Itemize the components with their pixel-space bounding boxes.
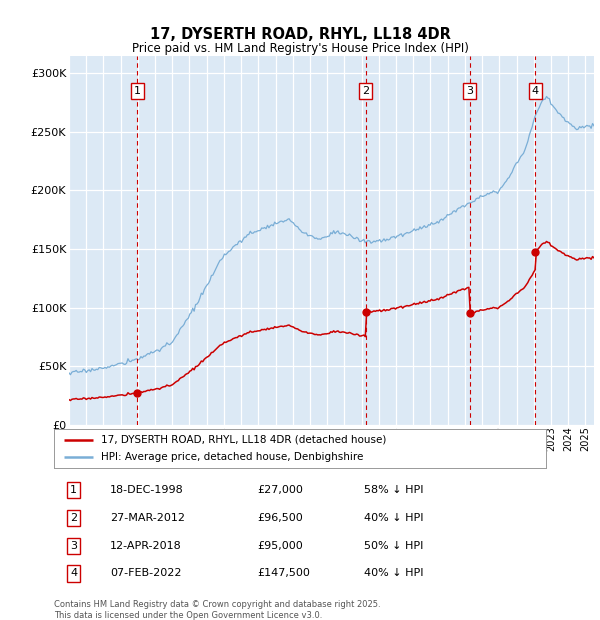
Text: Price paid vs. HM Land Registry's House Price Index (HPI): Price paid vs. HM Land Registry's House … [131, 42, 469, 55]
Text: Contains HM Land Registry data © Crown copyright and database right 2025.
This d: Contains HM Land Registry data © Crown c… [54, 600, 380, 620]
Text: 07-FEB-2022: 07-FEB-2022 [110, 569, 182, 578]
Text: 1: 1 [70, 485, 77, 495]
Text: 40% ↓ HPI: 40% ↓ HPI [364, 569, 423, 578]
Text: £96,500: £96,500 [257, 513, 302, 523]
Text: £95,000: £95,000 [257, 541, 302, 551]
Text: 4: 4 [70, 569, 77, 578]
Text: 12-APR-2018: 12-APR-2018 [110, 541, 182, 551]
Text: 17, DYSERTH ROAD, RHYL, LL18 4DR: 17, DYSERTH ROAD, RHYL, LL18 4DR [149, 27, 451, 42]
Text: 2: 2 [362, 86, 370, 96]
Text: 58% ↓ HPI: 58% ↓ HPI [364, 485, 423, 495]
Text: 1: 1 [134, 86, 141, 96]
Text: 18-DEC-1998: 18-DEC-1998 [110, 485, 184, 495]
Text: 40% ↓ HPI: 40% ↓ HPI [364, 513, 423, 523]
Text: HPI: Average price, detached house, Denbighshire: HPI: Average price, detached house, Denb… [101, 452, 363, 462]
Text: 27-MAR-2012: 27-MAR-2012 [110, 513, 185, 523]
Text: 50% ↓ HPI: 50% ↓ HPI [364, 541, 423, 551]
Text: 3: 3 [70, 541, 77, 551]
Text: 17, DYSERTH ROAD, RHYL, LL18 4DR (detached house): 17, DYSERTH ROAD, RHYL, LL18 4DR (detach… [101, 435, 386, 445]
Text: 3: 3 [466, 86, 473, 96]
Text: 2: 2 [70, 513, 77, 523]
Text: 4: 4 [532, 86, 539, 96]
Text: £147,500: £147,500 [257, 569, 310, 578]
Text: £27,000: £27,000 [257, 485, 303, 495]
